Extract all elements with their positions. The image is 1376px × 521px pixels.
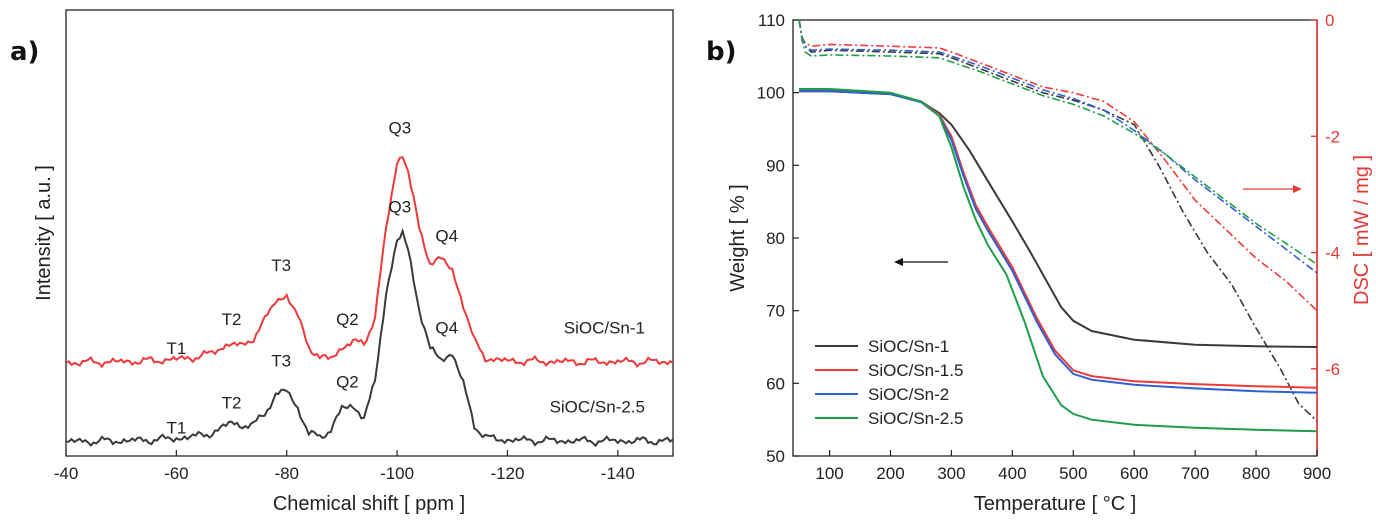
peak-label: T3 xyxy=(271,352,291,371)
panel-b-y-tick-label: 100 xyxy=(757,84,785,103)
panel-a-x-tick-label: -140 xyxy=(601,464,635,483)
panel-b-label: b) xyxy=(706,37,737,67)
panel-b-y-tick-label: 70 xyxy=(766,302,785,321)
tga-line xyxy=(799,88,1318,433)
arrow-right-head xyxy=(1293,185,1302,193)
panel-b-y2-tick-label: -4 xyxy=(1325,244,1340,263)
peak-label: T1 xyxy=(166,418,186,437)
tga-line xyxy=(799,90,1318,348)
panel-b-x-ticks: 100 200 300 400 500 600 700 800 900 xyxy=(815,450,1331,483)
panel-a-label: a) xyxy=(10,37,39,67)
peak-label: Q2 xyxy=(336,373,359,392)
panel-a-y-axis-label: Intensity [ a.u. ] xyxy=(33,165,55,301)
panel-a-x-tick-label: -80 xyxy=(274,464,299,483)
legend-label: SiOC/Sn-1 xyxy=(868,337,949,356)
dsc-line xyxy=(798,19,1318,265)
peak-label: T3 xyxy=(271,256,291,275)
panel-b-y-tick-label: 80 xyxy=(766,229,785,248)
panel-b-dsc-series xyxy=(798,19,1318,422)
panel-b-x-tick-label: 900 xyxy=(1303,464,1331,483)
panel-b-tga-series xyxy=(799,88,1318,433)
series-label: SiOC/Sn-1 xyxy=(564,318,645,337)
panel-b-x-tick-label: 500 xyxy=(1059,464,1087,483)
panel-a-x-tick-label: -60 xyxy=(164,464,189,483)
panel-b-y-ticks: 50 60 70 80 90 100 110 xyxy=(757,11,799,466)
panel-b-x-tick-label: 300 xyxy=(937,464,965,483)
series-label: SiOC/Sn-2.5 xyxy=(550,398,645,417)
panel-b-y-tick-label: 50 xyxy=(766,447,785,466)
panel-b-x-tick-label: 600 xyxy=(1120,464,1148,483)
panel-b-x-tick-label: 200 xyxy=(876,464,904,483)
peak-label: T2 xyxy=(222,393,242,412)
panel-b: b) 100 200 300 400 500 600 700 800 900 506070809… xyxy=(706,11,1373,515)
panel-b-y2-ticks: 0 -2 -4 -6 xyxy=(1311,11,1340,379)
arrow-left-head xyxy=(894,258,903,266)
peak-label: T1 xyxy=(166,339,186,358)
panel-a-x-ticks: -40 -60 -80 -100 -120 -140 xyxy=(54,450,635,483)
peak-label: T2 xyxy=(222,310,242,329)
spectrum-line xyxy=(65,227,674,448)
peak-label: Q4 xyxy=(435,227,458,246)
legend-label: SiOC/Sn-2 xyxy=(868,385,949,404)
panel-a-x-tick-label: -100 xyxy=(380,464,414,483)
panel-b-y2-axis-label: DSC [ mW / mg ] xyxy=(1351,155,1373,305)
dsc-line xyxy=(798,19,1318,274)
peak-label: Q3 xyxy=(389,118,412,137)
panel-a-x-axis-label: Chemical shift [ ppm ] xyxy=(273,493,465,515)
legend-label: SiOC/Sn-1.5 xyxy=(868,361,963,380)
panel-b-x-axis-label: Temperature [ °C ] xyxy=(974,493,1137,515)
peak-label: Q4 xyxy=(435,318,458,337)
legend: SiOC/Sn-1 SiOC/Sn-1.5 SiOC/Sn-2 SiOC/Sn-2.5 xyxy=(815,337,963,428)
spectrum-line xyxy=(65,156,674,369)
panel-b-x-tick-label: 800 xyxy=(1242,464,1270,483)
panel-a-series xyxy=(65,156,674,448)
panel-b-y2-tick-label: -2 xyxy=(1325,127,1340,146)
panel-a-annotations: T1 T2 T3 Q2 Q3 Q4 SiOC/Sn-1 T1 T2 T3 Q2 Q3 Q4 SiOC/Sn… xyxy=(166,118,645,437)
panel-a-x-tick-label: -40 xyxy=(54,464,79,483)
legend-label: SiOC/Sn-2.5 xyxy=(868,409,963,428)
panel-a: a) -40 -60 -80 -100 -120 -140 T1 T2 T3 Q2 Q3 Q4 SiO… xyxy=(10,9,674,515)
panel-b-y-axis-label: Weight [ % ] xyxy=(727,184,749,291)
peak-label: Q2 xyxy=(336,310,359,329)
dsc-line xyxy=(798,19,1318,422)
panel-a-frame xyxy=(65,9,674,457)
panel-a-x-tick-label: -120 xyxy=(490,464,524,483)
panel-b-y2-tick-label: -6 xyxy=(1325,360,1340,379)
peak-label: Q3 xyxy=(389,198,412,217)
panel-b-y-tick-label: 110 xyxy=(758,11,785,30)
panel-b-y-tick-label: 60 xyxy=(766,374,785,393)
panel-b-x-tick-label: 100 xyxy=(815,464,843,483)
panel-b-y-tick-label: 90 xyxy=(766,156,785,175)
panel-b-x-tick-label: 700 xyxy=(1181,464,1209,483)
panel-b-y2-tick-label: 0 xyxy=(1325,11,1334,30)
dsc-line xyxy=(798,19,1318,312)
panel-b-x-tick-label: 400 xyxy=(998,464,1026,483)
